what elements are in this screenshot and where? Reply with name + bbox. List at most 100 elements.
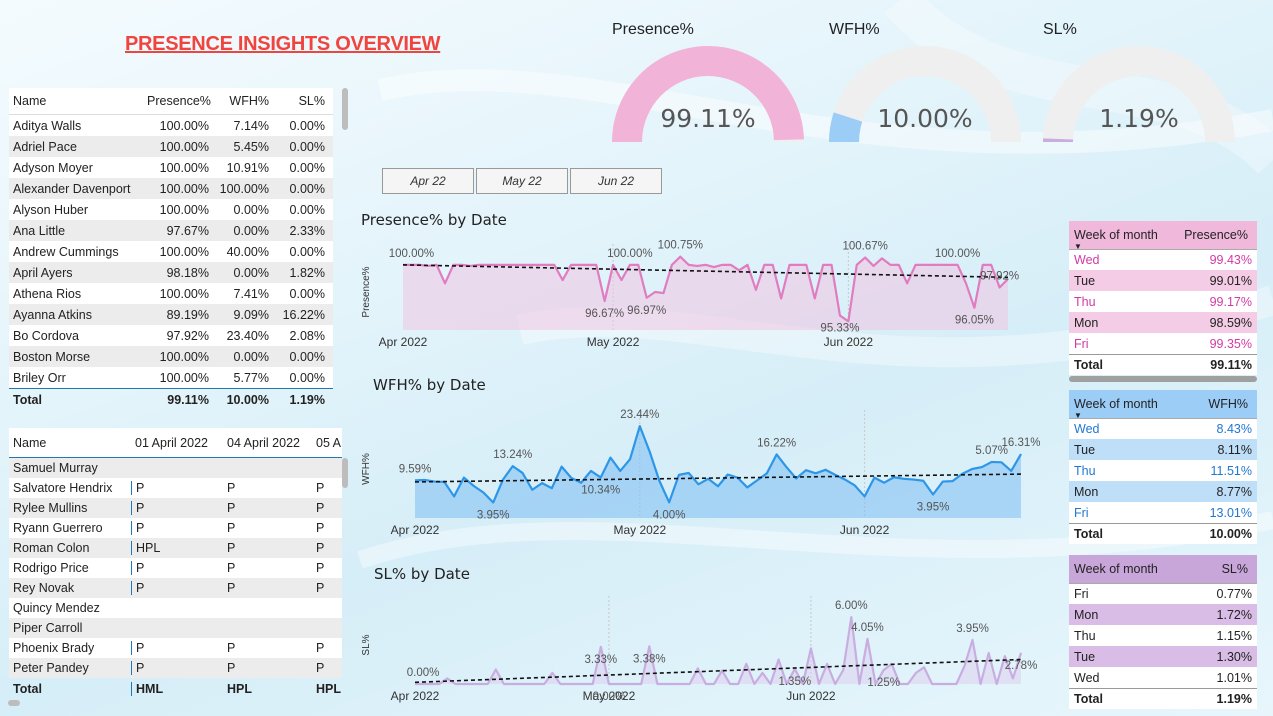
matrix-row[interactable]: Rylee Mullins P P P (9, 498, 342, 518)
week-day-cell: Fri (1074, 336, 1089, 351)
table-row[interactable]: Mon 1.72% (1069, 604, 1257, 625)
column-header[interactable]: SL% (298, 94, 325, 108)
column-header[interactable]: Name (13, 435, 47, 450)
matrix-row[interactable]: Phoenix Brady P P P (9, 638, 342, 658)
table-row[interactable]: Mon 98.59% (1069, 312, 1257, 333)
week-value-cell: 13.01% (1209, 505, 1252, 520)
table-cell: 0.00% (233, 202, 269, 217)
table-row[interactable]: Thu 1.15% (1069, 625, 1257, 646)
matrix-cell: Salvatore Hendrix (13, 481, 113, 495)
table-cell: 0.00% (289, 181, 325, 196)
gauge-1 (829, 46, 1021, 142)
week-value-cell: 8.43% (1216, 422, 1252, 436)
matrix-cell: P (227, 661, 236, 675)
table-cell: 0.00% (289, 370, 325, 385)
matrix-cell: P (227, 481, 236, 495)
table-row[interactable]: Wed 99.43% (1069, 249, 1257, 270)
data-label: 3.95% (956, 623, 989, 635)
table-cell: 100.00% (159, 370, 209, 385)
matrix-cell: P (316, 581, 325, 595)
data-label: 4.00% (653, 509, 686, 521)
column-header[interactable]: Week of month ▼ (1074, 397, 1158, 420)
total-cell: HML (131, 682, 223, 696)
month-slicer-button[interactable]: Apr 22 (382, 168, 474, 194)
table-row[interactable]: Bo Cordova 97.92% 23.40% 2.08% (9, 325, 333, 346)
total-label: Total (1074, 358, 1103, 372)
table-row[interactable]: Alyson Huber 100.00% 0.00% 0.00% (9, 199, 333, 220)
matrix-row[interactable]: Quincy Mendez (9, 598, 342, 618)
table-cell: 1.82% (289, 265, 325, 280)
matrix-cell: P (131, 481, 223, 495)
table-row[interactable]: Mon 8.77% (1069, 481, 1257, 502)
summary-table-scrollbar[interactable] (342, 88, 348, 130)
table-row[interactable]: Alexander Davenport 100.00% 100.00% 0.00% (9, 178, 333, 199)
sort-ascending-icon: ▲ (13, 105, 21, 108)
table-cell: 100.00% (159, 349, 209, 364)
table-cell: 100.00% (159, 139, 209, 154)
column-header[interactable]: Presence% (1184, 228, 1248, 242)
table-row[interactable]: Wed 1.01% (1069, 667, 1257, 688)
column-header[interactable]: SL% (1221, 562, 1248, 576)
table-row[interactable]: Fri 13.01% (1069, 502, 1257, 523)
table-row[interactable]: Thu 99.17% (1069, 291, 1257, 312)
table-row[interactable]: Tue 99.01% (1069, 270, 1257, 291)
column-header[interactable]: WFH% (1208, 397, 1248, 411)
table-row[interactable]: Tue 1.30% (1069, 646, 1257, 667)
table-row[interactable]: Ayanna Atkins 89.19% 9.09% 16.22% (9, 304, 333, 325)
matrix-row[interactable]: Rey Novak P P P (9, 578, 342, 598)
table-row[interactable]: Fri 0.77% (1069, 583, 1257, 604)
matrix-row[interactable]: Samuel Murray (9, 458, 342, 478)
table-cell: 0.00% (289, 118, 325, 133)
matrix-row[interactable]: Peter Pandey P P P (9, 658, 342, 678)
column-header[interactable]: Name▲ (9, 94, 143, 108)
column-header[interactable]: 01 April 2022 (135, 435, 208, 450)
table-cell: 0.00% (289, 244, 325, 259)
data-label: 97.92% (980, 270, 1019, 282)
table-row[interactable]: Fri 99.35% (1069, 333, 1257, 354)
week-table-scrollbar[interactable] (1069, 376, 1257, 382)
matrix-cell: P (131, 661, 223, 675)
column-header[interactable]: 04 April 2022 (227, 435, 300, 450)
matrix-cell: P (316, 661, 325, 675)
table-row[interactable]: Ana Little 97.67% 0.00% 2.33% (9, 220, 333, 241)
matrix-row[interactable]: Rodrigo Price P P P (9, 558, 342, 578)
column-header[interactable]: 05 A (316, 435, 342, 450)
gauge-title: SL% (1043, 21, 1077, 38)
table-row[interactable]: Wed 8.43% (1069, 418, 1257, 439)
matrix-cell: Rodrigo Price (13, 561, 89, 575)
table-row[interactable]: Thu 11.51% (1069, 460, 1257, 481)
column-header[interactable]: Week of month (1074, 562, 1158, 576)
table-cell: 0.00% (289, 349, 325, 364)
table-row[interactable]: Aditya Walls 100.00% 7.14% 0.00% (9, 115, 333, 136)
x-tick-label: Apr 2022 (391, 689, 440, 703)
matrix-row[interactable]: Ryann Guerrero P P P (9, 518, 342, 538)
table-row[interactable]: Andrew Cummings 100.00% 40.00% 0.00% (9, 241, 333, 262)
table-row[interactable]: Adriel Pace 100.00% 5.45% 0.00% (9, 136, 333, 157)
total-cell: 99.11% (167, 392, 209, 407)
column-header[interactable]: Presence% (147, 94, 211, 108)
table-row[interactable]: April Ayers 98.18% 0.00% 1.82% (9, 262, 333, 283)
table-row[interactable]: Boston Morse 100.00% 0.00% 0.00% (9, 346, 333, 367)
month-slicer-button[interactable]: May 22 (476, 168, 568, 194)
table-cell: 40.00% (226, 244, 269, 259)
trend-line (414, 473, 1022, 483)
table-row[interactable]: Tue 8.11% (1069, 439, 1257, 460)
matrix-row[interactable]: Piper Carroll (9, 618, 342, 638)
table-row[interactable]: Adyson Moyer 100.00% 10.91% 0.00% (9, 157, 333, 178)
presence-chart-title: Presence% by Date (361, 211, 507, 229)
table-row[interactable]: Briley Orr 100.00% 5.77% 0.00% (9, 367, 333, 388)
matrix-cell: P (316, 521, 325, 535)
table-cell: 97.67% (166, 223, 209, 238)
matrix-row[interactable]: Salvatore Hendrix P P P (9, 478, 342, 498)
matrix-scrollbar[interactable] (342, 458, 348, 488)
y-axis-label: SL% (361, 634, 372, 655)
table-row[interactable]: Athena Rios 100.00% 7.41% 0.00% (9, 283, 333, 304)
matrix-row[interactable]: Roman Colon HPL P P (9, 538, 342, 558)
table-cell: Boston Morse (13, 349, 91, 364)
matrix-horizontal-scrollbar[interactable] (8, 700, 20, 706)
table-cell: 100.00% (159, 181, 209, 196)
month-slicer-button[interactable]: Jun 22 (570, 168, 662, 194)
column-header[interactable]: Week of month ▼ (1074, 228, 1158, 251)
column-header[interactable]: WFH% (229, 94, 269, 108)
data-label: 6.00% (835, 600, 868, 612)
